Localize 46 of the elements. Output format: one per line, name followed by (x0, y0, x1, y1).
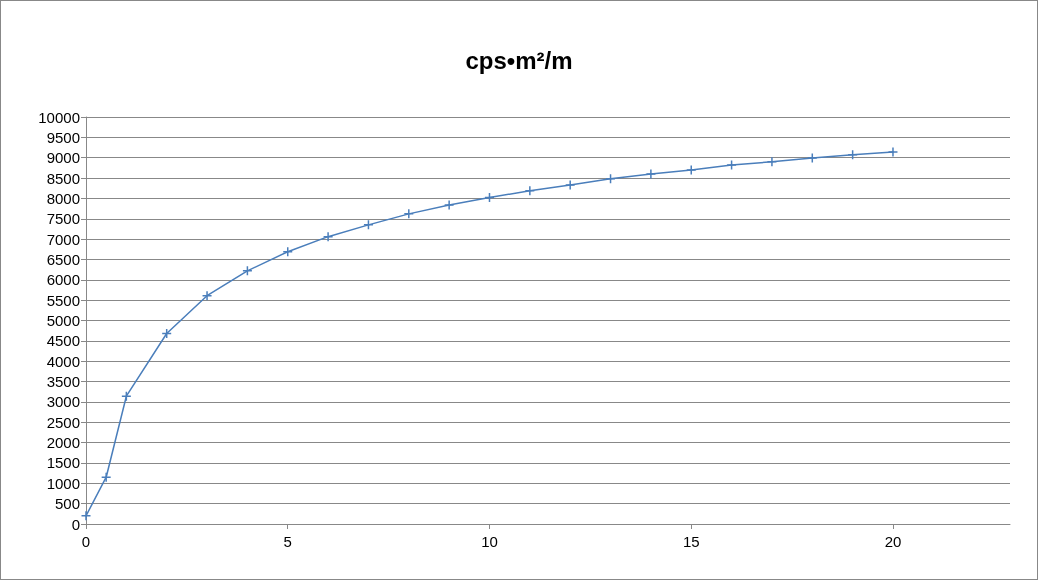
point (726, 159, 737, 171)
point (807, 152, 818, 164)
point (363, 219, 374, 231)
point (766, 156, 778, 168)
point (443, 199, 455, 211)
y-tick-label: 3000 (46, 393, 80, 411)
y-tick-label: 0 (71, 515, 80, 533)
y-tick-label: 6000 (46, 271, 80, 289)
point (645, 168, 657, 180)
y-tick-label: 2500 (46, 413, 80, 431)
y-tick-label: 3500 (46, 373, 80, 391)
point (685, 164, 697, 176)
chart-title: cps•m²/m (465, 46, 573, 74)
x-tick-label: 15 (682, 533, 700, 550)
point (322, 231, 334, 242)
y-tick-label: 7000 (46, 230, 80, 248)
point (80, 510, 92, 522)
point (403, 208, 415, 220)
x-tick-label: 10 (481, 533, 498, 550)
y-tick-label: 4500 (46, 332, 80, 350)
x-tick-label: 0 (81, 533, 91, 550)
y-tick-label: 7500 (46, 210, 80, 228)
y-tick-label: 8000 (46, 189, 80, 207)
x-tick-label: 20 (884, 533, 902, 550)
y-tick-label: 8500 (46, 169, 80, 187)
point (524, 185, 536, 196)
point (605, 173, 616, 185)
y-tick-label: 1000 (46, 474, 80, 492)
y-tick-label: 9500 (46, 128, 80, 146)
y-tick-label: 5000 (46, 312, 80, 329)
y-tick-label: 500 (54, 495, 80, 513)
point (242, 265, 253, 277)
point (121, 390, 132, 402)
y-tick-label: 5500 (46, 291, 80, 309)
point (564, 179, 576, 191)
y-tick-label: 4000 (46, 352, 80, 370)
y-tick-label: 6500 (46, 250, 80, 268)
point (887, 146, 899, 158)
y-tick-label: 10000 (38, 108, 80, 126)
x-tick-label: 5 (283, 533, 292, 550)
point (847, 149, 858, 161)
y-tick-label: 9000 (46, 149, 80, 167)
point (100, 471, 112, 483)
point (201, 290, 213, 301)
y-tick-label: 1500 (46, 454, 80, 472)
y-tick-label: 2000 (46, 434, 80, 452)
